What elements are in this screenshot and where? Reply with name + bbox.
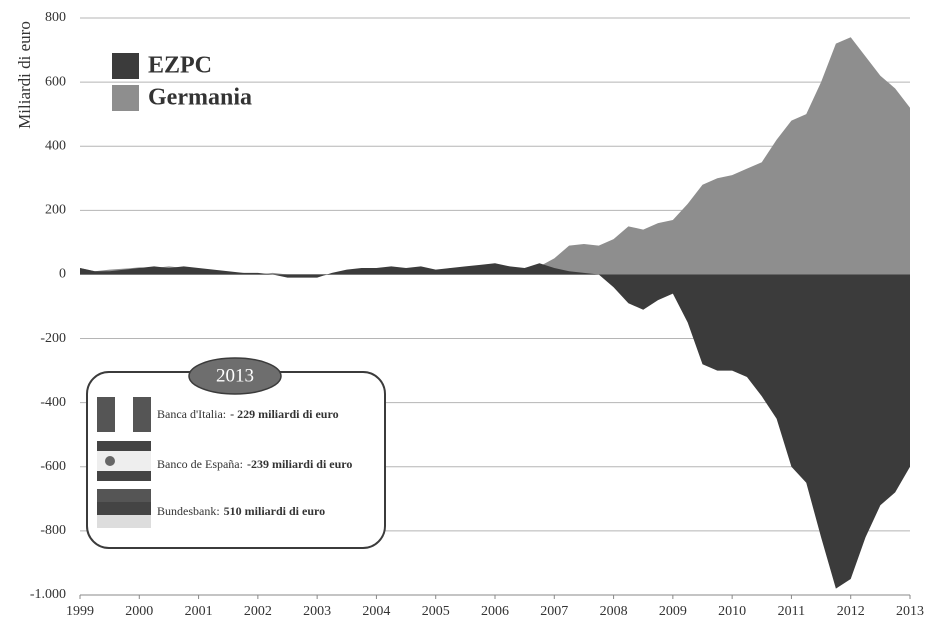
x-tick-label: 2011 <box>778 604 805 619</box>
bank-name: Banco de España: <box>157 457 243 471</box>
y-tick-label: 0 <box>59 267 66 282</box>
x-tick-label: 1999 <box>66 604 94 619</box>
x-tick-label: 2002 <box>244 604 272 619</box>
flag-germany <box>97 489 151 528</box>
y-tick-label: 600 <box>45 74 66 89</box>
y-tick-label: -600 <box>40 459 66 474</box>
flag-spain <box>97 441 151 481</box>
legend-swatch <box>112 53 139 79</box>
inset: 2013 Banca d'Italia: - 229 miliardi di eu… <box>86 357 386 549</box>
x-tick-label: 2003 <box>303 604 331 619</box>
bank-amount: -239 miliardi di euro <box>247 457 352 471</box>
bank-name: Bundesbank: <box>157 504 220 518</box>
inset-item: Banco de España: -239 miliardi di euro <box>157 457 352 471</box>
legend-label: EZPC <box>148 53 212 79</box>
area <box>80 37 910 277</box>
x-tick-label: 2008 <box>600 604 628 619</box>
y-tick-label: -1.000 <box>30 587 66 602</box>
y-tick-label: 200 <box>45 203 66 218</box>
x-tick-label: 2012 <box>837 604 865 619</box>
legend-swatch <box>112 85 139 111</box>
y-tick-label: -800 <box>40 523 66 538</box>
y-tick-label: -400 <box>40 395 66 410</box>
inset-item: Bundesbank: 510 miliardi di euro <box>157 504 325 518</box>
x-tick-label: 2009 <box>659 604 687 619</box>
inset-item: Banca d'Italia: - 229 miliardi di euro <box>157 407 339 421</box>
bank-amount: 510 miliardi di euro <box>224 504 325 518</box>
inset-badge <box>188 357 282 395</box>
x-tick-label: 2005 <box>422 604 450 619</box>
flag-italy <box>97 397 151 432</box>
x-tick-label: 2013 <box>896 604 924 619</box>
bank-amount: - 229 miliardi di euro <box>230 407 338 421</box>
y-tick-label: 800 <box>45 10 66 25</box>
legend-label: Germania <box>148 85 252 111</box>
x-tick-label: 2000 <box>125 604 153 619</box>
x-tick-label: 2004 <box>362 604 390 619</box>
y-tick-label: -200 <box>40 331 66 346</box>
bank-name: Banca d'Italia: <box>157 407 226 421</box>
x-tick-label: 2010 <box>718 604 746 619</box>
y-axis-label: Miliardi di euro <box>15 21 34 129</box>
x-tick-label: 2007 <box>540 604 568 619</box>
x-tick-label: 2006 <box>481 604 509 619</box>
area <box>80 263 910 589</box>
inset-title: 2013 <box>216 365 254 386</box>
y-tick-label: 400 <box>45 138 66 153</box>
x-tick-label: 2001 <box>185 604 213 619</box>
